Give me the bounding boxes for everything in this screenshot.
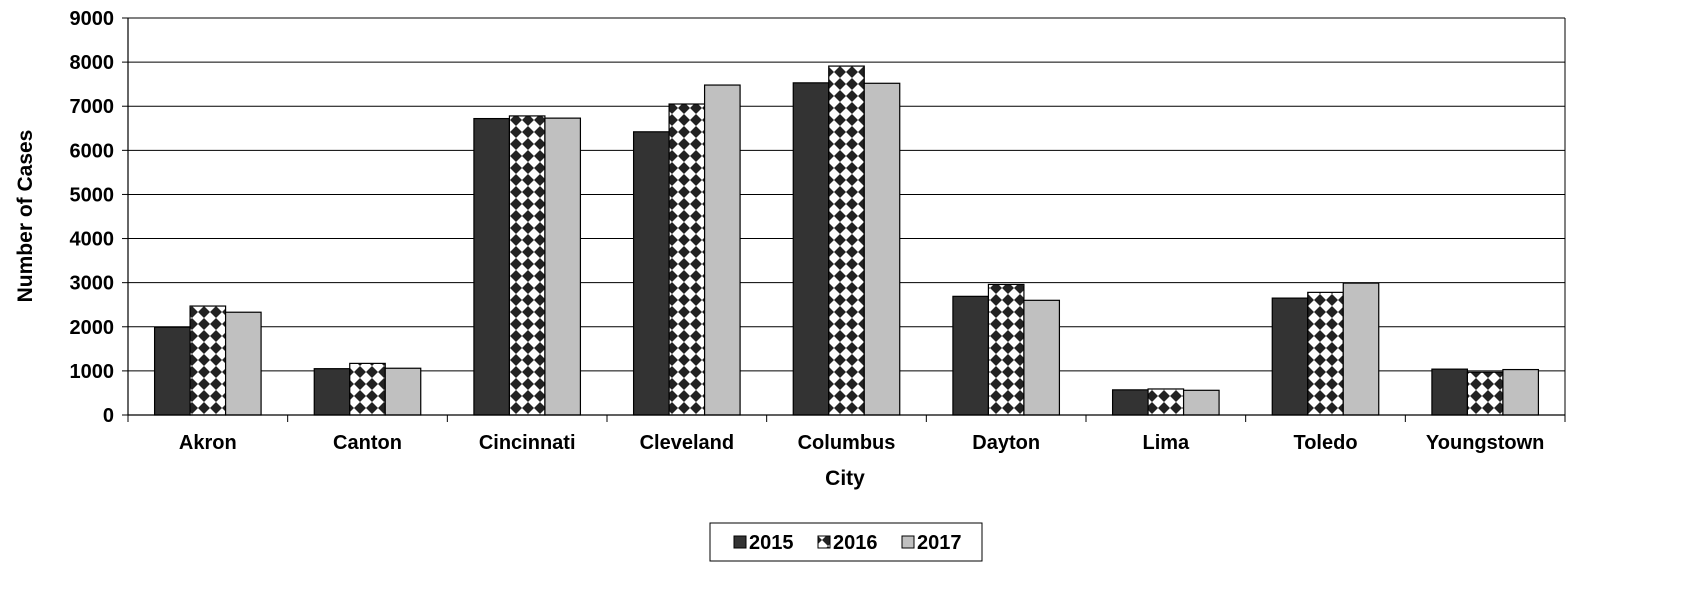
bar-2016-canton bbox=[349, 362, 386, 416]
bar-2017-youngstown bbox=[1502, 368, 1540, 416]
bar-2015-canton bbox=[313, 368, 351, 416]
bar-2016-columbus bbox=[828, 65, 865, 416]
legend-label: 2015 bbox=[749, 532, 794, 554]
x-tick-label: Cleveland bbox=[640, 432, 734, 454]
y-axis-title: Number of Cases bbox=[14, 130, 37, 303]
bar-2015-lima bbox=[1111, 389, 1149, 416]
bar-2015-akron bbox=[153, 326, 191, 416]
y-tick-label: 5000 bbox=[70, 184, 115, 206]
bar-2017-dayton bbox=[1023, 299, 1061, 416]
bar-2017-canton bbox=[384, 367, 422, 416]
legend-box bbox=[709, 522, 983, 562]
bars bbox=[153, 65, 1540, 416]
bar-2016-akron bbox=[189, 305, 227, 416]
bar-2016-cleveland bbox=[668, 103, 706, 416]
x-tick-label: Columbus bbox=[798, 432, 896, 454]
y-tick-labels: 0 1000 2000 3000 4000 5000 6000 7000 8000 9000 bbox=[70, 8, 115, 427]
x-tick-label: Canton bbox=[333, 432, 402, 454]
y-tick-label: 8000 bbox=[70, 52, 115, 74]
bar-2017-columbus bbox=[863, 82, 901, 416]
legend: 2015 2016 2017 bbox=[709, 522, 983, 562]
y-tick-label: 9000 bbox=[70, 8, 115, 30]
legend-label: 2016 bbox=[833, 532, 878, 554]
y-tick-label: 0 bbox=[103, 405, 114, 427]
x-tick-label: Lima bbox=[1142, 432, 1190, 454]
axes bbox=[127, 18, 1566, 422]
y-tick-label: 2000 bbox=[70, 317, 115, 339]
y-tick-label: 6000 bbox=[70, 140, 115, 162]
x-tick-label: Dayton bbox=[972, 432, 1040, 454]
bar-2016-youngstown bbox=[1466, 371, 1504, 416]
bar-2015-cincinnati bbox=[473, 117, 511, 416]
legend-label: 2017 bbox=[917, 532, 962, 554]
bar-2016-dayton bbox=[987, 283, 1025, 416]
legend-swatch-2015 bbox=[733, 535, 747, 549]
bar-2016-toledo bbox=[1307, 291, 1344, 416]
x-tick-labels: Akron Canton Cincinnati Cleveland Columbus Da… bbox=[179, 432, 1544, 454]
bar-2015-dayton bbox=[952, 295, 990, 416]
y-tick-label: 7000 bbox=[70, 96, 115, 118]
x-axis-title: City bbox=[825, 467, 865, 490]
bar-2015-youngstown bbox=[1431, 368, 1469, 416]
legend-swatch-2017 bbox=[901, 535, 915, 549]
y-tick-label: 3000 bbox=[70, 273, 115, 295]
bar-2017-cincinnati bbox=[544, 117, 582, 416]
bar-2016-cincinnati bbox=[508, 115, 546, 416]
legend-swatch-2016 bbox=[817, 535, 831, 549]
x-tick-label: Youngstown bbox=[1426, 432, 1545, 454]
bar-2015-cleveland bbox=[632, 131, 670, 416]
bar-2017-lima bbox=[1182, 389, 1220, 416]
x-tick-label: Akron bbox=[179, 432, 237, 454]
y-tick-label: 1000 bbox=[70, 361, 115, 383]
x-tick-label: Toledo bbox=[1293, 432, 1357, 454]
bar-2015-columbus bbox=[792, 82, 830, 416]
bar-2015-toledo bbox=[1271, 297, 1309, 416]
bar-2017-cleveland bbox=[703, 84, 741, 416]
bar-2016-lima bbox=[1147, 388, 1185, 416]
y-tick-label: 4000 bbox=[70, 229, 115, 251]
bar-2017-toledo bbox=[1342, 282, 1380, 416]
x-tick-label: Cincinnati bbox=[479, 432, 576, 454]
bar-2017-akron bbox=[224, 311, 262, 416]
